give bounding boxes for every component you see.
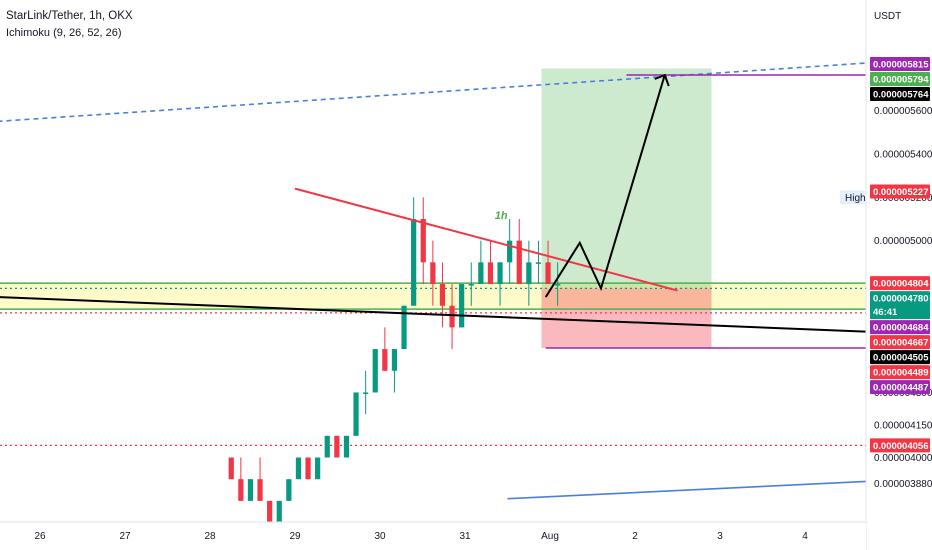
candle[interactable] xyxy=(497,262,503,285)
projection-path[interactable] xyxy=(544,74,666,298)
price-badge-label: 0.000005815 xyxy=(873,59,929,70)
candle[interactable] xyxy=(535,262,542,264)
price-badge-label: 0.000005794 xyxy=(873,74,929,85)
price-badge-label: 0.000005764 xyxy=(873,89,929,100)
price-badge[interactable] xyxy=(870,291,930,320)
price-badge[interactable] xyxy=(870,184,930,199)
price-badge-label: 0.000004684 xyxy=(873,323,929,334)
candle[interactable] xyxy=(276,500,282,523)
candle[interactable] xyxy=(343,435,350,458)
candle[interactable] xyxy=(411,218,417,306)
candle[interactable] xyxy=(295,457,302,480)
stop-box[interactable] xyxy=(541,288,712,348)
y-tick-label: 0.000004150 xyxy=(874,420,932,431)
price-badge-label: 0.000004667 xyxy=(873,338,928,349)
candle[interactable] xyxy=(391,349,398,371)
candle[interactable] xyxy=(247,479,254,501)
price-badge[interactable] xyxy=(870,365,930,380)
price-badge[interactable] xyxy=(870,276,930,291)
x-tick-label: Aug xyxy=(541,531,559,542)
candle[interactable] xyxy=(526,262,532,285)
high-marker-label: High xyxy=(845,193,866,204)
price-badge-label: 0.000004489 xyxy=(873,368,928,379)
candle[interactable] xyxy=(267,500,273,523)
candle[interactable] xyxy=(449,305,455,328)
pattern-label: 1h xyxy=(495,210,508,222)
price-badge-label: 0.000004487 xyxy=(873,383,928,394)
price-badge[interactable] xyxy=(870,438,930,453)
candle[interactable] xyxy=(286,479,292,501)
candle[interactable] xyxy=(334,435,340,458)
candle[interactable] xyxy=(555,284,561,286)
price-badge-label: 0.000004780 xyxy=(873,294,928,305)
high-marker xyxy=(840,190,865,205)
indicator-label: Ichimoku (9, 26, 52, 26) xyxy=(6,27,122,39)
candle[interactable] xyxy=(516,240,522,285)
x-tick-label: 3 xyxy=(717,531,723,542)
candle[interactable] xyxy=(228,457,234,480)
y-tick-label: 0.000004000 xyxy=(874,453,932,464)
x-tick-label: 26 xyxy=(34,531,46,542)
time-axis-bg xyxy=(0,522,866,550)
candle[interactable] xyxy=(257,479,263,501)
candle[interactable] xyxy=(238,479,244,501)
y-tick-label: 0.000005400 xyxy=(874,149,932,160)
x-tick-label: 30 xyxy=(374,531,386,542)
price-badge[interactable] xyxy=(870,86,930,101)
candle[interactable] xyxy=(315,457,321,480)
candle[interactable] xyxy=(401,305,407,350)
price-badge[interactable] xyxy=(870,320,930,335)
y-tick-label: 0.000005600 xyxy=(874,106,932,117)
countdown-label: 46:41 xyxy=(873,307,898,318)
y-tick-label: 0.000003880 xyxy=(874,479,932,490)
candle[interactable] xyxy=(382,349,388,371)
arrowhead xyxy=(654,73,670,87)
upper-channel[interactable] xyxy=(0,62,869,123)
price-badge[interactable] xyxy=(870,350,930,365)
price-badge-label: 0.000004804 xyxy=(873,279,929,290)
candle[interactable] xyxy=(363,392,369,394)
plot-area[interactable]: 1h xyxy=(0,62,869,523)
candle[interactable] xyxy=(468,284,474,286)
price-badge-label: 0.000005227 xyxy=(873,187,928,198)
candle[interactable] xyxy=(353,392,359,436)
candle[interactable] xyxy=(507,240,513,263)
candle[interactable] xyxy=(478,262,484,285)
triangle-top[interactable] xyxy=(294,187,678,292)
price-badge[interactable] xyxy=(870,56,930,71)
chart-title: StarLink/Tether, 1h, OKX xyxy=(6,10,133,22)
candle[interactable] xyxy=(439,284,446,306)
y-tick-label: 0.000005000 xyxy=(874,236,932,247)
price-badge-label: 0.000004056 xyxy=(873,441,928,452)
x-tick-label: 31 xyxy=(459,531,471,542)
price-axis[interactable]: USDT0.0000056000.0000054000.0000052000.0… xyxy=(840,0,932,550)
price-badge[interactable] xyxy=(870,380,930,395)
target-box[interactable] xyxy=(541,68,712,289)
price-badge[interactable] xyxy=(870,335,930,350)
x-tick-label: 29 xyxy=(289,531,301,542)
x-tick-label: 28 xyxy=(204,531,216,542)
x-tick-label: 27 xyxy=(119,531,131,542)
neckline[interactable] xyxy=(0,296,869,333)
lower-channel[interactable] xyxy=(507,480,869,500)
price-badge[interactable] xyxy=(870,71,930,86)
x-tick-label: 4 xyxy=(802,531,808,542)
candle[interactable] xyxy=(430,262,436,285)
price-badge-label: 0.000004505 xyxy=(873,353,929,364)
time-axis[interactable]: 26 27 28 29 30 31 Aug 2 3 4 xyxy=(0,521,866,550)
candle[interactable] xyxy=(420,218,426,263)
x-tick-label: 2 xyxy=(632,531,638,542)
currency-label: USDT xyxy=(874,11,901,22)
candle[interactable] xyxy=(372,349,378,393)
candle[interactable] xyxy=(545,262,551,285)
candle[interactable] xyxy=(459,284,465,328)
candle[interactable] xyxy=(487,262,494,285)
candle[interactable] xyxy=(324,435,330,458)
candle[interactable] xyxy=(305,457,311,480)
